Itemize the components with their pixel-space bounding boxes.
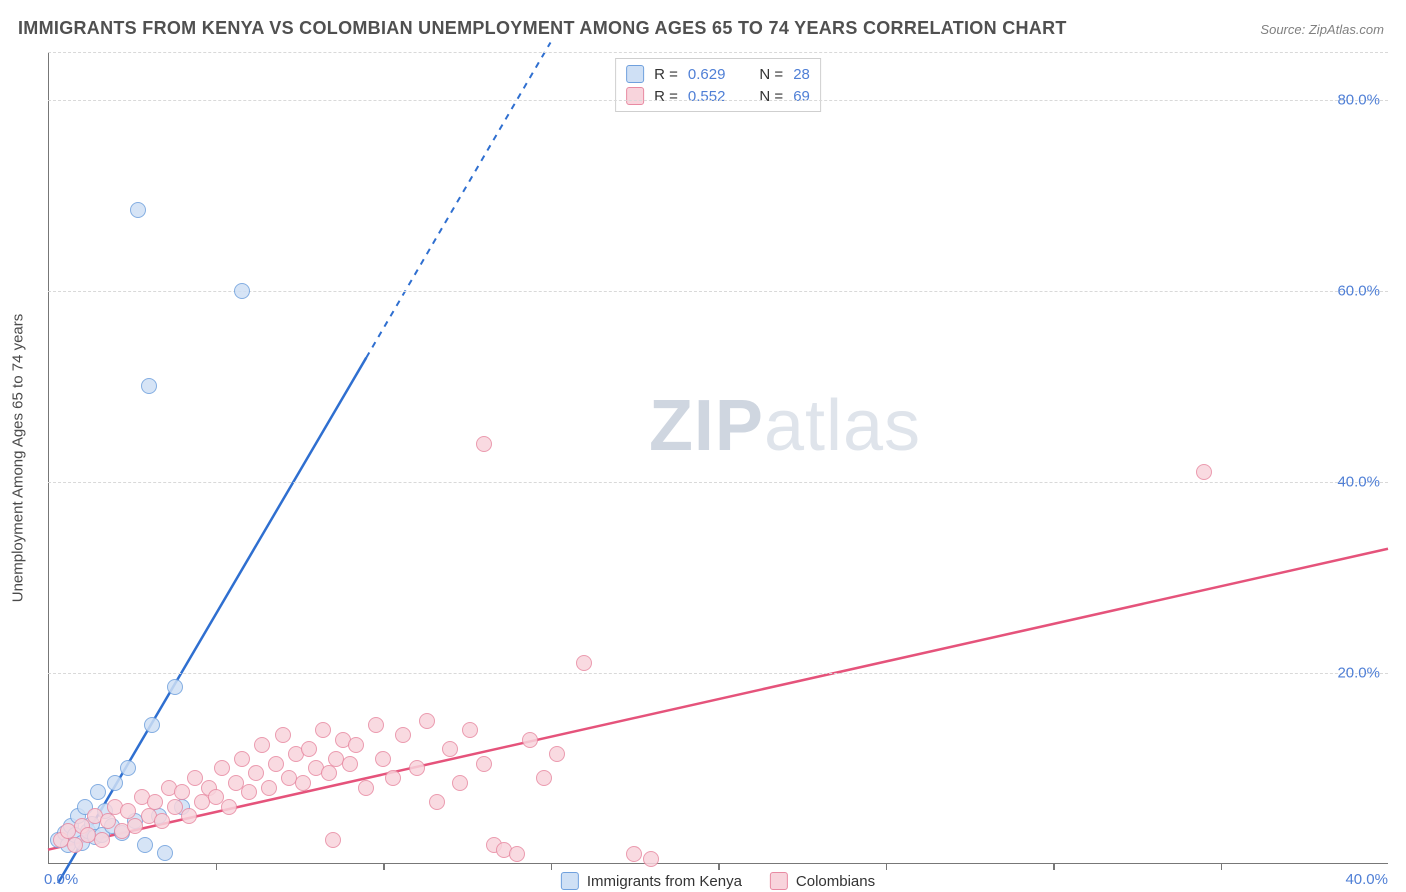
data-point-colombians <box>576 655 592 671</box>
data-point-colombians <box>325 832 341 848</box>
data-point-colombians <box>452 775 468 791</box>
data-point-colombians <box>429 794 445 810</box>
data-point-colombians <box>626 846 642 862</box>
x-tick <box>551 864 553 870</box>
data-point-colombians <box>147 794 163 810</box>
grid-line <box>48 100 1388 101</box>
data-point-colombians <box>321 765 337 781</box>
n-value-colombians: 69 <box>793 88 810 105</box>
source-link[interactable]: ZipAtlas.com <box>1309 22 1384 37</box>
data-point-colombians <box>536 770 552 786</box>
x-tick-label: 40.0% <box>1345 871 1388 888</box>
chart-area: Unemployment Among Ages 65 to 74 years Z… <box>48 52 1388 864</box>
correlation-row-colombians: R = 0.552 N = 69 <box>626 85 810 107</box>
legend-label-colombians: Colombians <box>796 873 875 890</box>
y-tick-label: 60.0% <box>1337 282 1380 299</box>
data-point-colombians <box>301 741 317 757</box>
data-point-colombians <box>643 851 659 867</box>
grid-line <box>48 673 1388 674</box>
n-label: N = <box>759 88 783 105</box>
n-label: N = <box>759 66 783 83</box>
legend-swatch-colombians <box>770 872 788 890</box>
r-value-kenya: 0.629 <box>688 66 726 83</box>
data-point-colombians <box>442 741 458 757</box>
x-tick <box>1221 864 1223 870</box>
data-point-colombians <box>476 436 492 452</box>
r-label: R = <box>654 88 678 105</box>
r-value-colombians: 0.552 <box>688 88 726 105</box>
data-point-kenya <box>120 760 136 776</box>
grid-line <box>48 52 1388 53</box>
data-point-colombians <box>261 780 277 796</box>
legend-label-kenya: Immigrants from Kenya <box>587 873 742 890</box>
y-tick-label: 80.0% <box>1337 91 1380 108</box>
data-point-colombians <box>154 813 170 829</box>
series-legend: Immigrants from Kenya Colombians <box>561 872 875 890</box>
data-point-colombians <box>522 732 538 748</box>
legend-swatch-colombians <box>626 87 644 105</box>
legend-swatch-kenya <box>561 872 579 890</box>
data-point-colombians <box>221 799 237 815</box>
data-point-colombians <box>241 784 257 800</box>
data-point-kenya <box>90 784 106 800</box>
data-point-colombians <box>395 727 411 743</box>
regression-line-dash-kenya <box>366 42 550 357</box>
data-point-colombians <box>409 760 425 776</box>
data-point-colombians <box>385 770 401 786</box>
data-point-kenya <box>144 717 160 733</box>
correlation-legend: R = 0.629 N = 28 R = 0.552 N = 69 <box>615 58 821 112</box>
data-point-kenya <box>107 775 123 791</box>
x-tick <box>216 864 218 870</box>
data-point-colombians <box>268 756 284 772</box>
y-tick-label: 40.0% <box>1337 473 1380 490</box>
source-label: Source: <box>1260 22 1305 37</box>
data-point-colombians <box>1196 464 1212 480</box>
grid-line <box>48 482 1388 483</box>
data-point-colombians <box>509 846 525 862</box>
chart-title: IMMIGRANTS FROM KENYA VS COLOMBIAN UNEMP… <box>18 18 1067 39</box>
regression-line-colombians <box>48 549 1388 850</box>
data-point-colombians <box>348 737 364 753</box>
n-value-kenya: 28 <box>793 66 810 83</box>
correlation-row-kenya: R = 0.629 N = 28 <box>626 63 810 85</box>
x-tick <box>383 864 385 870</box>
x-tick <box>1053 864 1055 870</box>
data-point-colombians <box>94 832 110 848</box>
data-point-colombians <box>214 760 230 776</box>
data-point-colombians <box>275 727 291 743</box>
data-point-colombians <box>342 756 358 772</box>
data-point-colombians <box>375 751 391 767</box>
x-tick <box>886 864 888 870</box>
data-point-colombians <box>476 756 492 772</box>
data-point-kenya <box>130 202 146 218</box>
data-point-colombians <box>174 784 190 800</box>
data-point-kenya <box>141 378 157 394</box>
plot-region: ZIPatlas R =0.629N =28R =0.552N =69 Immi… <box>48 52 1388 864</box>
data-point-colombians <box>248 765 264 781</box>
y-axis-label: Unemployment Among Ages 65 to 74 years <box>10 314 27 603</box>
legend-item-kenya: Immigrants from Kenya <box>561 872 742 890</box>
legend-item-colombians: Colombians <box>770 872 875 890</box>
legend-swatch-kenya <box>626 65 644 83</box>
data-point-colombians <box>181 808 197 824</box>
x-tick <box>718 864 720 870</box>
data-point-kenya <box>167 679 183 695</box>
regression-lines <box>48 52 1388 864</box>
data-point-kenya <box>157 845 173 861</box>
data-point-kenya <box>234 283 250 299</box>
data-point-kenya <box>137 837 153 853</box>
data-point-colombians <box>462 722 478 738</box>
data-point-colombians <box>368 717 384 733</box>
data-point-colombians <box>419 713 435 729</box>
data-point-colombians <box>234 751 250 767</box>
x-tick-label: 0.0% <box>44 871 78 888</box>
source-attribution: Source: ZipAtlas.com <box>1260 22 1384 37</box>
data-point-colombians <box>254 737 270 753</box>
data-point-colombians <box>549 746 565 762</box>
data-point-colombians <box>358 780 374 796</box>
y-tick-label: 20.0% <box>1337 664 1380 681</box>
data-point-colombians <box>315 722 331 738</box>
r-label: R = <box>654 66 678 83</box>
data-point-colombians <box>295 775 311 791</box>
